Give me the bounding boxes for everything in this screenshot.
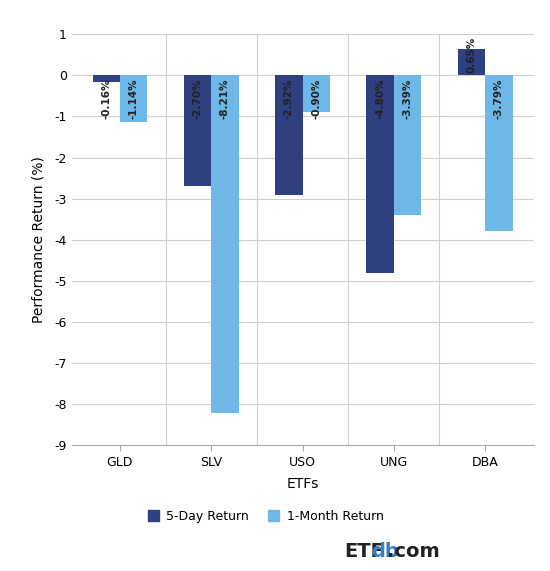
Text: -3.39%: -3.39% [403, 79, 412, 119]
Bar [211, 75, 239, 413]
Text: -2.70%: -2.70% [192, 79, 202, 119]
Bar [92, 75, 120, 82]
Text: 0.65%: 0.65% [466, 37, 476, 73]
Text: ETF: ETF [311, 546, 333, 557]
Text: -3.79%: -3.79% [494, 79, 504, 119]
Text: .com: .com [387, 542, 439, 561]
Bar [458, 49, 485, 75]
Bar [366, 75, 394, 273]
Text: -4.80%: -4.80% [375, 79, 385, 119]
Text: -8.21%: -8.21% [220, 79, 230, 119]
Y-axis label: Performance Return (%): Performance Return (%) [32, 156, 46, 323]
Bar [184, 75, 211, 186]
Text: ETF: ETF [344, 542, 384, 561]
Bar [394, 75, 421, 215]
Bar [275, 75, 302, 195]
Text: -0.16%: -0.16% [101, 79, 111, 119]
Bar [120, 75, 147, 122]
Text: -2.92%: -2.92% [284, 79, 294, 119]
Text: db: db [371, 542, 399, 561]
Legend: 5-Day Return, 1-Month Return: 5-Day Return, 1-Month Return [142, 505, 388, 528]
Bar [485, 75, 513, 231]
Text: -1.14%: -1.14% [129, 79, 139, 119]
X-axis label: ETFs: ETFs [287, 477, 318, 491]
Bar [302, 75, 330, 112]
Text: -0.90%: -0.90% [311, 79, 321, 119]
